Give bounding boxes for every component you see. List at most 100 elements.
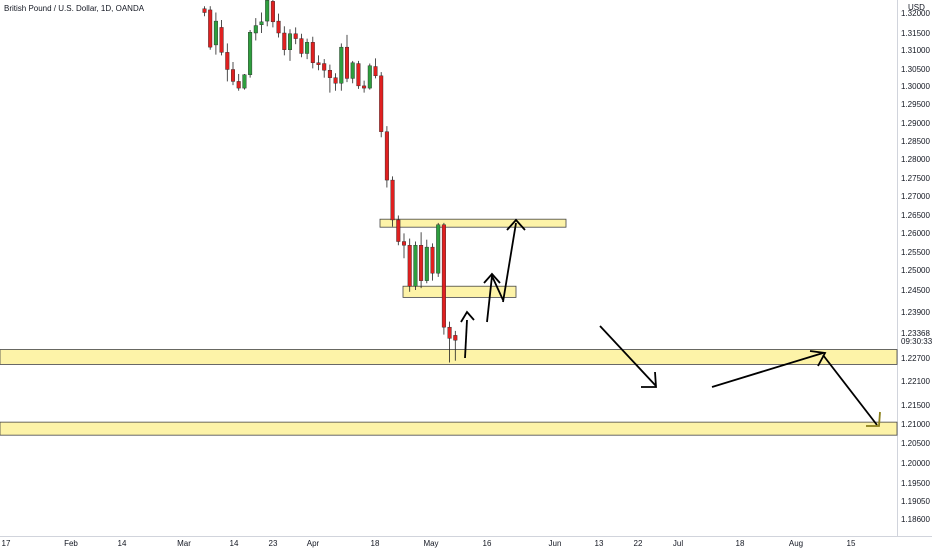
support-resistance-zone[interactable] <box>0 421 898 436</box>
candle-body <box>236 81 241 89</box>
candle-body <box>276 20 281 34</box>
countdown-label: 09:30:33 <box>901 337 932 346</box>
arrow-up-3-head <box>809 350 827 367</box>
candle <box>248 30 253 78</box>
time-tick-label: 23 <box>269 539 278 548</box>
price-tick-label: 1.27000 <box>901 192 930 201</box>
candle <box>208 6 213 50</box>
candle-body <box>384 131 389 181</box>
candle-body <box>373 66 378 77</box>
candle-body <box>225 52 230 70</box>
candle-body <box>305 42 310 54</box>
candle <box>327 64 332 93</box>
candle <box>265 0 270 27</box>
candle-body <box>402 241 407 246</box>
candle-body <box>441 224 446 328</box>
time-tick-label: Mar <box>177 539 191 548</box>
candle <box>356 60 361 89</box>
candles-layer <box>202 0 458 363</box>
candle-body <box>436 224 441 274</box>
candle-body <box>242 74 247 89</box>
candle-body <box>270 1 275 23</box>
time-tick-label: May <box>423 539 438 548</box>
candle <box>219 19 224 56</box>
time-tick-label: 16 <box>483 539 492 548</box>
time-tick-label: Aug <box>789 539 803 548</box>
support-resistance-zone[interactable] <box>379 218 567 228</box>
candle <box>396 215 401 246</box>
currency-label: USD <box>908 3 925 12</box>
candle <box>270 0 275 28</box>
price-tick-label: 1.20500 <box>901 439 930 448</box>
projection-arrows <box>460 218 881 427</box>
time-tick-label: Apr <box>307 539 320 548</box>
arrow-up-1 <box>464 319 468 359</box>
candle <box>390 176 395 227</box>
price-tick-label: 1.19500 <box>901 479 930 488</box>
candle <box>345 34 350 83</box>
time-tick-label: 17 <box>2 539 11 548</box>
candle-body <box>316 62 321 65</box>
candle-body <box>230 69 235 82</box>
candle <box>413 241 418 290</box>
candle <box>339 43 344 91</box>
time-tick-label: 15 <box>847 539 856 548</box>
time-tick-label: 14 <box>230 539 239 548</box>
arrow-up-3 <box>711 352 824 388</box>
price-axis[interactable]: 1.32000 1.31500 1.31000 1.30500 1.30000 1.295… <box>901 9 930 524</box>
candle <box>242 73 247 90</box>
candle <box>424 239 429 284</box>
price-tick-label: 1.22700 <box>901 354 930 363</box>
time-axis[interactable]: 17 Feb 14 Mar 14 23 Apr 18 May 16 Jun 13 22 Jul 18 Aug 1… <box>2 539 856 548</box>
candle <box>202 6 207 17</box>
support-resistance-zone[interactable] <box>0 349 898 365</box>
candle <box>322 59 327 78</box>
candle-body <box>379 75 384 132</box>
candle-body <box>213 20 218 46</box>
candle-body <box>356 63 361 87</box>
candle <box>299 33 304 58</box>
candle <box>230 62 235 86</box>
price-tick-label: 1.19050 <box>901 497 930 506</box>
arrow-down-2 <box>822 354 878 426</box>
candle-body <box>265 0 270 22</box>
candle <box>282 26 287 56</box>
candle-body <box>253 25 258 34</box>
candle-body <box>390 179 395 221</box>
time-tick-label: Jun <box>549 539 562 548</box>
price-tick-label: 1.30000 <box>901 82 930 91</box>
candle-body <box>350 62 355 79</box>
time-tick-label: 14 <box>118 539 127 548</box>
candle-body <box>345 46 350 79</box>
candle <box>316 55 321 71</box>
candle <box>310 36 315 69</box>
time-tick-label: 13 <box>595 539 604 548</box>
candle-body <box>322 63 327 71</box>
support-resistance-zone[interactable] <box>402 285 517 298</box>
price-tick-label: 1.25000 <box>901 266 930 275</box>
price-tick-label: 1.30500 <box>901 65 930 74</box>
candle-body <box>333 77 338 84</box>
candle <box>276 13 281 38</box>
candle <box>402 233 407 259</box>
candle-body <box>419 245 424 281</box>
price-tick-label: 1.25500 <box>901 248 930 257</box>
candle-body <box>208 9 213 48</box>
candle <box>447 321 452 363</box>
time-tick-label: 22 <box>634 539 643 548</box>
arrow-up-1-head <box>460 310 475 323</box>
time-tick-label: 18 <box>371 539 380 548</box>
candle-body <box>413 245 418 287</box>
price-tick-label: 1.27500 <box>901 174 930 183</box>
price-tick-label: 1.31000 <box>901 46 930 55</box>
candle-body <box>202 8 207 13</box>
candle-body <box>424 246 429 281</box>
arrow-zigzag-head <box>483 272 501 284</box>
candle-body <box>293 33 298 39</box>
candle-body <box>447 326 452 339</box>
arrow-up-2 <box>502 222 517 303</box>
candle <box>419 232 424 289</box>
candle <box>430 243 435 281</box>
time-tick-label: Jul <box>673 539 683 548</box>
